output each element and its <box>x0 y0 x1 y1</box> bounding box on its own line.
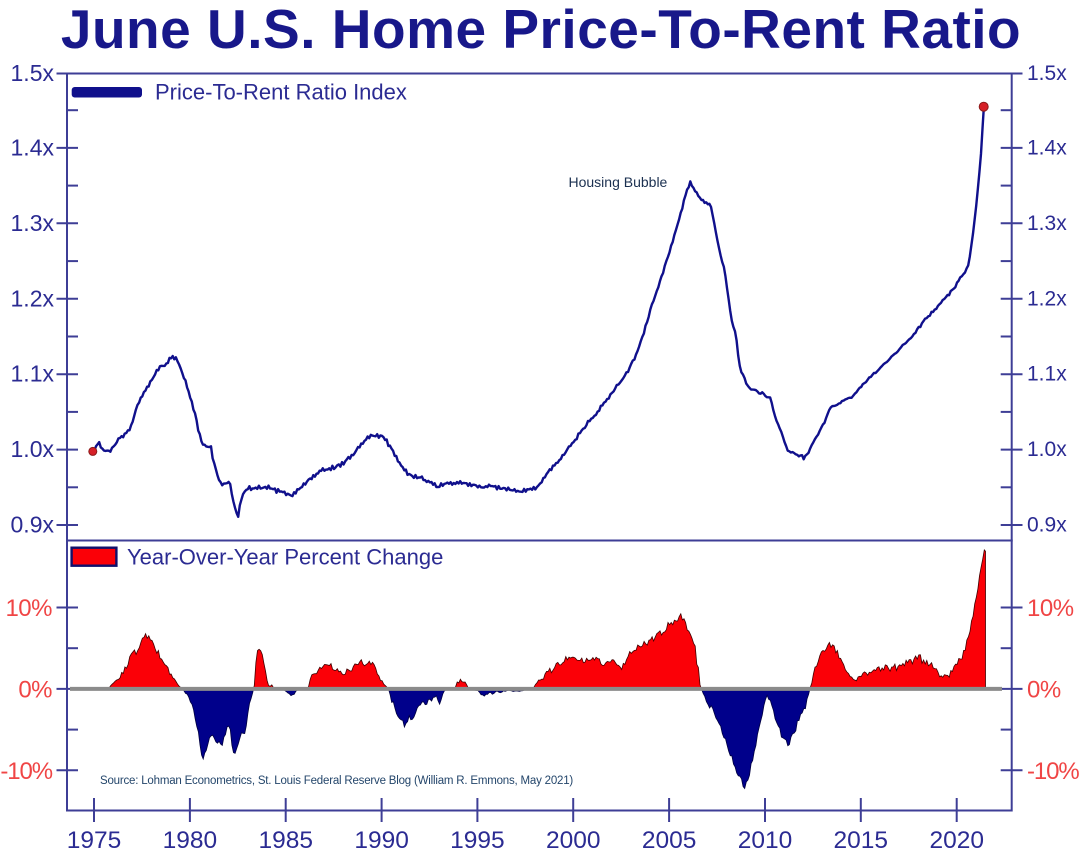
svg-text:0%: 0% <box>18 676 52 703</box>
svg-text:1985: 1985 <box>258 827 313 854</box>
svg-text:10%: 10% <box>5 595 52 622</box>
svg-text:1980: 1980 <box>163 827 218 854</box>
svg-text:1.0x: 1.0x <box>1027 438 1067 461</box>
svg-text:1.4x: 1.4x <box>11 134 55 160</box>
svg-text:2020: 2020 <box>929 827 984 854</box>
svg-text:1.5x: 1.5x <box>11 60 55 86</box>
svg-text:1.3x: 1.3x <box>11 210 55 236</box>
svg-text:1.2x: 1.2x <box>1027 287 1067 310</box>
svg-text:Price-To-Rent Ratio Index: Price-To-Rent Ratio Index <box>155 80 407 105</box>
svg-text:0.9x: 0.9x <box>11 512 55 538</box>
svg-text:-10%: -10% <box>0 758 52 785</box>
svg-text:1990: 1990 <box>354 827 409 854</box>
svg-text:2015: 2015 <box>834 827 889 854</box>
svg-text:1995: 1995 <box>450 827 505 854</box>
svg-text:2005: 2005 <box>642 827 697 854</box>
svg-text:June U.S. Home Price-To-Rent R: June U.S. Home Price-To-Rent Ratio <box>61 0 1021 60</box>
svg-text:2000: 2000 <box>546 827 601 854</box>
svg-text:0.9x: 0.9x <box>1027 514 1067 537</box>
svg-text:Source: Lohman Econometrics, S: Source: Lohman Econometrics, St. Louis F… <box>100 775 573 787</box>
svg-text:1.2x: 1.2x <box>11 285 55 311</box>
svg-text:1.3x: 1.3x <box>1027 212 1067 235</box>
svg-text:1.0x: 1.0x <box>11 436 55 462</box>
svg-text:-10%: -10% <box>1027 758 1079 785</box>
svg-text:1.1x: 1.1x <box>11 361 55 387</box>
svg-text:Housing Bubble: Housing Bubble <box>569 174 668 190</box>
svg-text:1.5x: 1.5x <box>1027 62 1067 85</box>
svg-text:1975: 1975 <box>67 827 122 854</box>
svg-text:1.4x: 1.4x <box>1027 136 1067 159</box>
svg-text:10%: 10% <box>1027 595 1074 622</box>
svg-text:Year-Over-Year Percent Change: Year-Over-Year Percent Change <box>127 545 443 570</box>
svg-text:2010: 2010 <box>738 827 793 854</box>
svg-text:1.1x: 1.1x <box>1027 363 1067 386</box>
svg-text:0%: 0% <box>1027 676 1061 703</box>
